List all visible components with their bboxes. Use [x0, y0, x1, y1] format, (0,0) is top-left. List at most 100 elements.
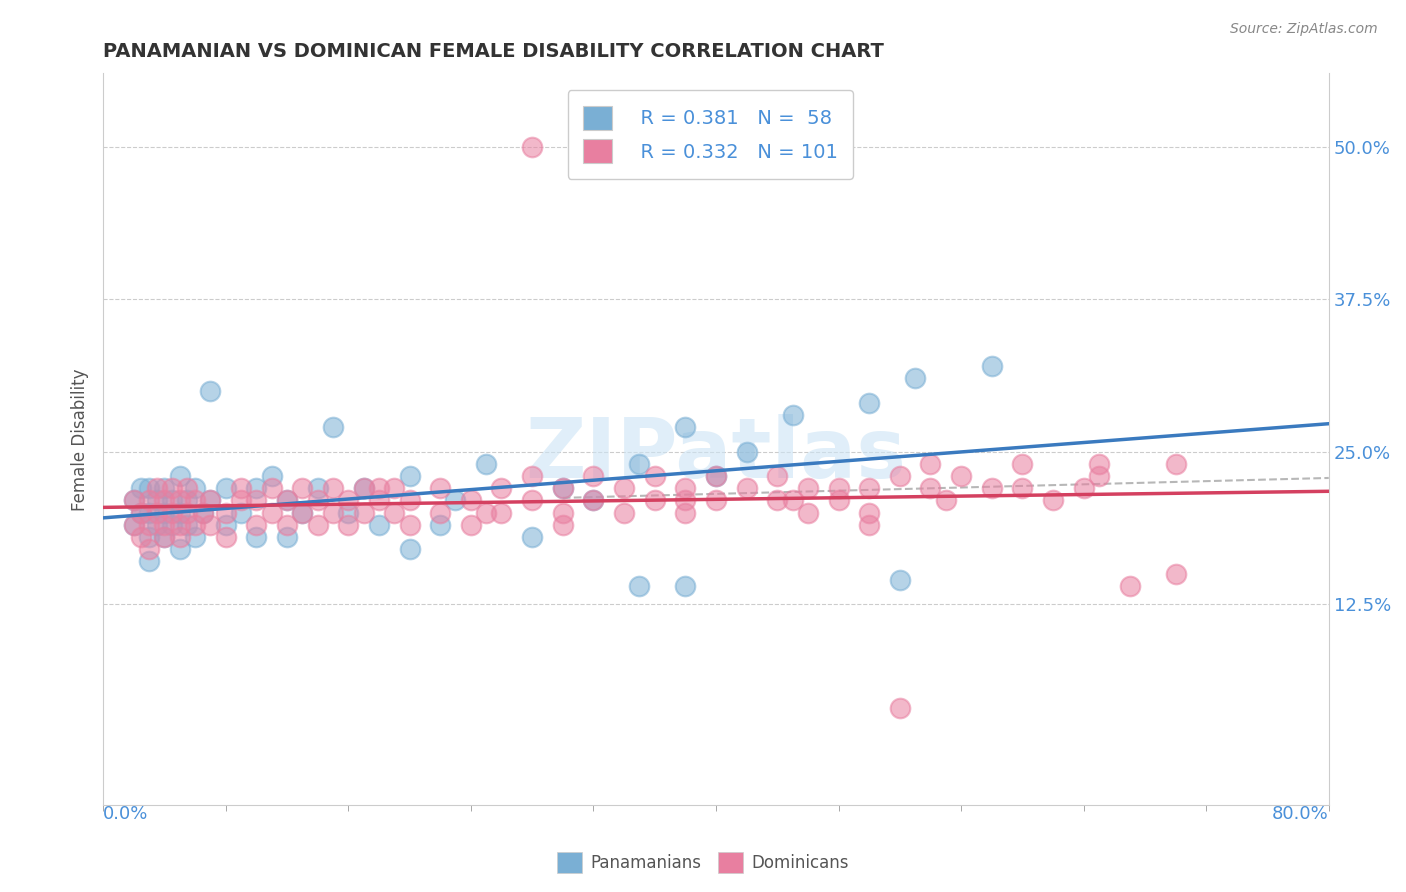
Point: [229, 493, 252, 508]
Point: [160, 493, 183, 508]
Point: [169, 506, 191, 520]
Point: [1011, 481, 1033, 495]
Point: [1011, 457, 1033, 471]
Point: [322, 420, 344, 434]
Point: [889, 701, 911, 715]
Text: ZIPatlas: ZIPatlas: [526, 414, 907, 494]
Point: [460, 493, 482, 508]
Point: [735, 481, 758, 495]
Point: [215, 506, 238, 520]
Point: [153, 506, 176, 520]
Point: [520, 493, 543, 508]
Point: [122, 517, 145, 532]
Point: [367, 481, 389, 495]
Point: [1164, 566, 1187, 581]
Point: [138, 517, 160, 532]
Point: [184, 517, 207, 532]
Point: [673, 579, 696, 593]
Point: [551, 506, 574, 520]
Point: [337, 506, 360, 520]
Text: 80.0%: 80.0%: [1272, 805, 1329, 823]
Point: [200, 384, 222, 398]
Point: [245, 493, 267, 508]
Point: [858, 506, 880, 520]
Point: [398, 517, 420, 532]
Point: [1118, 579, 1140, 593]
Point: [145, 493, 167, 508]
Point: [766, 493, 789, 508]
Point: [704, 493, 727, 508]
Point: [704, 469, 727, 483]
Point: [176, 493, 198, 508]
Point: [475, 506, 498, 520]
Point: [520, 139, 543, 153]
Point: [169, 493, 191, 508]
Point: [935, 493, 957, 508]
Point: [382, 481, 405, 495]
Point: [551, 481, 574, 495]
Point: [673, 420, 696, 434]
Point: [229, 506, 252, 520]
Point: [200, 517, 222, 532]
Point: [582, 493, 605, 508]
Point: [153, 481, 176, 495]
Point: [950, 469, 973, 483]
Point: [1088, 457, 1111, 471]
Point: [153, 493, 176, 508]
Point: [215, 517, 238, 532]
Point: [153, 530, 176, 544]
Point: [460, 517, 482, 532]
Text: PANAMANIAN VS DOMINICAN FEMALE DISABILITY CORRELATION CHART: PANAMANIAN VS DOMINICAN FEMALE DISABILIT…: [103, 42, 884, 61]
Point: [260, 481, 283, 495]
Point: [160, 506, 183, 520]
Point: [904, 371, 927, 385]
Point: [367, 493, 389, 508]
Point: [322, 506, 344, 520]
Point: [858, 517, 880, 532]
Point: [673, 506, 696, 520]
Point: [491, 506, 513, 520]
Point: [673, 493, 696, 508]
Point: [1088, 469, 1111, 483]
Point: [131, 481, 153, 495]
Point: [215, 530, 238, 544]
Point: [322, 481, 344, 495]
Point: [429, 481, 451, 495]
Point: [735, 444, 758, 458]
Point: [200, 493, 222, 508]
Point: [766, 469, 789, 483]
Point: [131, 506, 153, 520]
Point: [858, 481, 880, 495]
Point: [138, 481, 160, 495]
Point: [644, 469, 666, 483]
Point: [1042, 493, 1064, 508]
Point: [797, 506, 820, 520]
Point: [138, 493, 160, 508]
Point: [276, 530, 298, 544]
Point: [291, 506, 314, 520]
Point: [245, 530, 267, 544]
Point: [169, 542, 191, 557]
Point: [889, 573, 911, 587]
Point: [291, 506, 314, 520]
Point: [169, 469, 191, 483]
Point: [980, 481, 1002, 495]
Point: [491, 481, 513, 495]
Point: [628, 457, 651, 471]
Point: [176, 517, 198, 532]
Point: [245, 481, 267, 495]
Point: [138, 554, 160, 568]
Point: [122, 517, 145, 532]
Point: [337, 493, 360, 508]
Point: [153, 530, 176, 544]
Point: [1073, 481, 1095, 495]
Point: [398, 542, 420, 557]
Point: [582, 469, 605, 483]
Point: [827, 493, 849, 508]
Point: [229, 481, 252, 495]
Point: [276, 517, 298, 532]
Point: [520, 469, 543, 483]
Point: [920, 481, 942, 495]
Point: [191, 506, 214, 520]
Point: [307, 517, 329, 532]
